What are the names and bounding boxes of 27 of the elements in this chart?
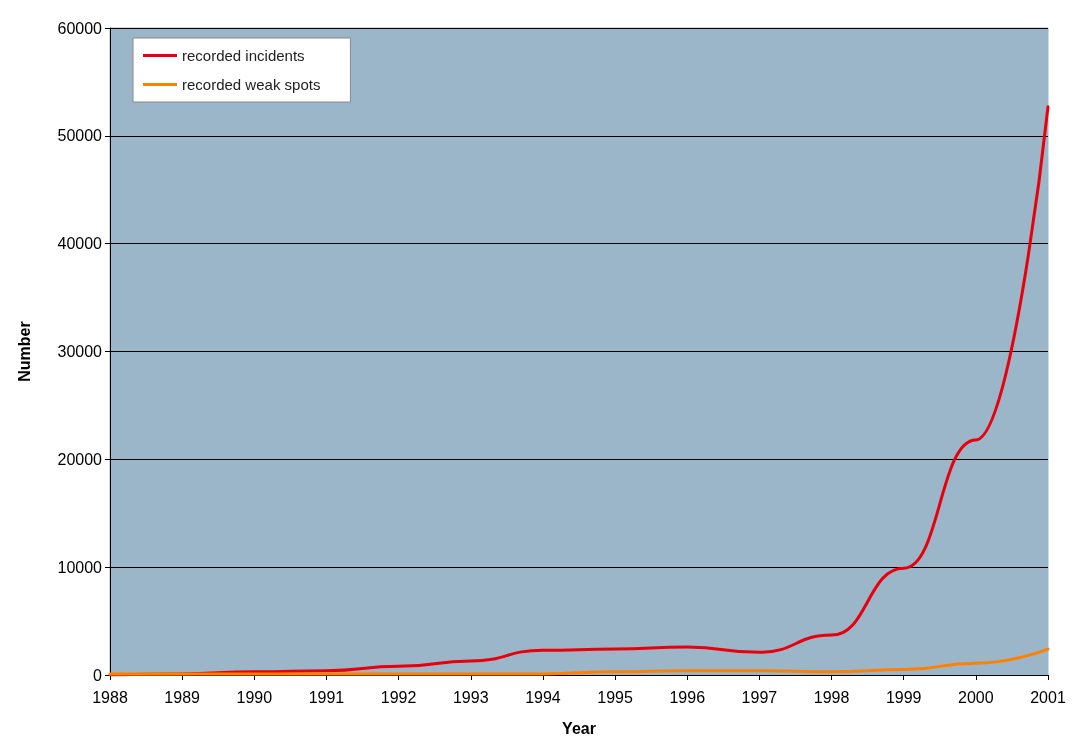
y-tick-label: 10000 (57, 558, 103, 576)
x-axis-title: Year (562, 719, 596, 737)
y-tick-label: 0 (93, 666, 103, 684)
x-tick-label: 2001 (1030, 688, 1066, 706)
legend-label: recorded weak spots (182, 76, 321, 93)
x-tick-label: 1992 (380, 688, 417, 706)
y-tick-label: 50000 (57, 127, 103, 145)
y-tick-label: 20000 (57, 450, 103, 468)
x-tick-label: 1991 (308, 688, 345, 706)
x-tick-label: 1989 (164, 688, 201, 706)
x-tick-label: 1998 (813, 688, 850, 706)
x-tick-label: 1988 (92, 688, 128, 706)
x-tick-label: 1999 (885, 688, 922, 706)
y-axis-title: Number (15, 321, 33, 382)
y-tick-label: 30000 (57, 343, 103, 360)
x-tick-label: 2000 (958, 688, 994, 706)
x-tick-label: 1995 (597, 688, 633, 706)
x-tick-label: 1994 (525, 688, 561, 706)
x-tick-label: 1996 (669, 688, 706, 706)
y-tick-label: 40000 (57, 235, 103, 253)
x-tick-label: 1993 (452, 688, 489, 706)
line-series (108, 105, 1050, 677)
x-tick-label: 1997 (741, 688, 778, 706)
x-tick-label: 1990 (236, 688, 273, 706)
y-tick-label: 60000 (57, 19, 103, 37)
legend-label: recorded incidents (182, 47, 305, 64)
line-series (108, 647, 1050, 676)
